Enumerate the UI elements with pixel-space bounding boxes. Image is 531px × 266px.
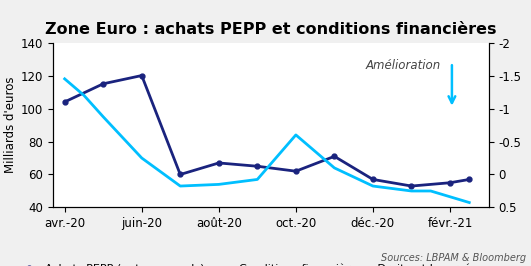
Text: Amélioration: Amélioration [365,59,441,72]
Title: Zone Euro : achats PEPP et conditions financières: Zone Euro : achats PEPP et conditions fi… [45,22,496,37]
Text: Sources: LBPAM & Bloomberg: Sources: LBPAM & Bloomberg [381,253,526,263]
Y-axis label: Milliards d'euros: Milliards d'euros [4,77,17,173]
Legend: Achats PEPP (net, mensuels), Conditions financières  - Droite et Inversé: Achats PEPP (net, mensuels), Conditions … [15,259,475,266]
